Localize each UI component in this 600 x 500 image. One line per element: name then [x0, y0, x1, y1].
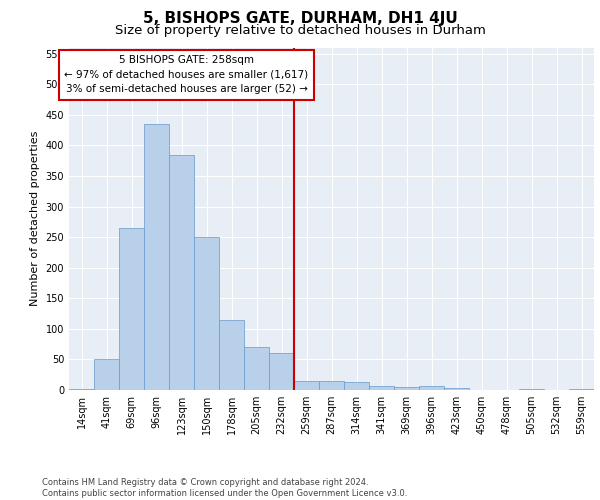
Bar: [69, 389, 94, 390]
Text: Contains HM Land Registry data © Crown copyright and database right 2024.
Contai: Contains HM Land Registry data © Crown c…: [42, 478, 407, 498]
Bar: [419, 386, 444, 390]
Bar: [319, 381, 344, 390]
Bar: [169, 154, 194, 390]
Bar: [519, 389, 544, 390]
Bar: [569, 389, 594, 390]
Bar: [219, 320, 244, 390]
Bar: [369, 386, 394, 390]
Bar: [94, 360, 119, 390]
Bar: [144, 124, 169, 390]
Bar: [344, 382, 369, 390]
Text: Size of property relative to detached houses in Durham: Size of property relative to detached ho…: [115, 24, 485, 37]
Bar: [119, 228, 144, 390]
Bar: [194, 237, 219, 390]
Y-axis label: Number of detached properties: Number of detached properties: [30, 131, 40, 306]
Bar: [394, 387, 419, 390]
Bar: [294, 381, 319, 390]
Bar: [244, 347, 269, 390]
Text: 5, BISHOPS GATE, DURHAM, DH1 4JU: 5, BISHOPS GATE, DURHAM, DH1 4JU: [143, 11, 457, 26]
Bar: [269, 354, 294, 390]
Text: 5 BISHOPS GATE: 258sqm
← 97% of detached houses are smaller (1,617)
3% of semi-d: 5 BISHOPS GATE: 258sqm ← 97% of detached…: [64, 55, 308, 94]
Bar: [444, 388, 469, 390]
